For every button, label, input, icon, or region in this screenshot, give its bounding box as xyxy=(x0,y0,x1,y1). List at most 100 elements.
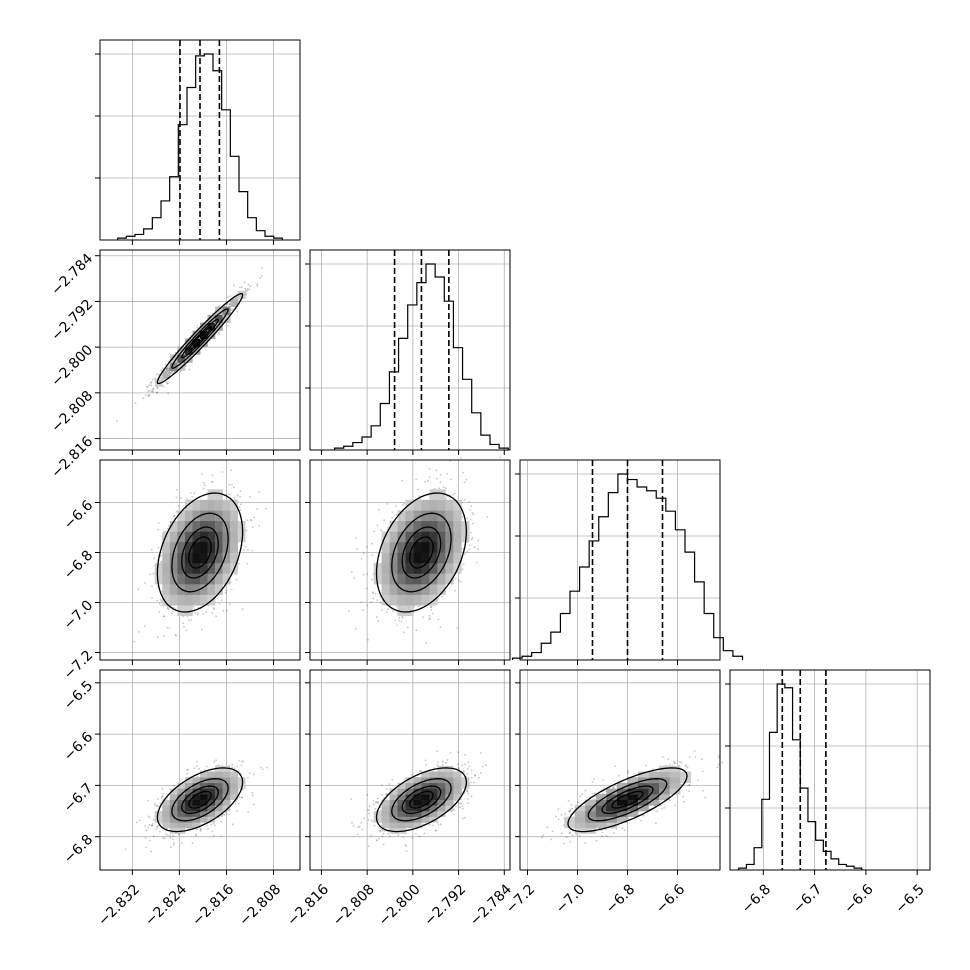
density-cell xyxy=(162,594,171,606)
sample-point xyxy=(468,765,470,768)
sample-point xyxy=(204,611,207,613)
density-cell xyxy=(405,573,414,585)
density-cell xyxy=(177,816,186,823)
sample-point xyxy=(160,604,163,607)
sample-point xyxy=(144,837,147,839)
sample-point xyxy=(156,825,159,828)
sample-point xyxy=(144,582,146,584)
density-cell xyxy=(192,520,201,532)
sample-point xyxy=(353,576,356,579)
contour-line xyxy=(156,767,244,833)
sample-point xyxy=(445,487,447,490)
sample-point xyxy=(218,333,220,336)
sample-point xyxy=(245,293,248,296)
density-cell xyxy=(169,354,178,363)
sample-point xyxy=(152,388,155,391)
sample-point xyxy=(162,795,165,797)
sample-point xyxy=(158,831,161,833)
density-cell xyxy=(413,594,422,606)
sample-point xyxy=(230,469,232,472)
density-cell xyxy=(215,794,223,800)
sample-point xyxy=(247,776,249,779)
sample-point xyxy=(266,766,269,769)
sample-point xyxy=(172,515,175,517)
sample-point xyxy=(429,617,431,620)
sample-point xyxy=(385,792,388,795)
sample-point xyxy=(252,803,255,806)
sample-point xyxy=(172,843,175,846)
density-cell xyxy=(381,584,390,595)
sample-point xyxy=(203,484,206,487)
sample-point xyxy=(165,368,168,371)
sample-point xyxy=(156,391,159,394)
density-cell xyxy=(169,594,178,606)
sample-point xyxy=(425,763,427,766)
sample-point xyxy=(191,496,194,498)
density-cell xyxy=(230,499,238,511)
sample-point xyxy=(467,761,469,764)
sample-point xyxy=(164,368,167,371)
sample-point xyxy=(147,799,149,802)
sample-point xyxy=(174,634,177,636)
sample-point xyxy=(203,482,205,484)
sample-point xyxy=(259,277,261,280)
sample-point xyxy=(157,522,160,524)
density-cell xyxy=(397,605,406,616)
density-cell xyxy=(230,520,238,532)
sample-point xyxy=(230,309,233,312)
sample-point xyxy=(256,284,259,287)
sample-point xyxy=(424,480,426,483)
sample-point xyxy=(211,611,214,614)
density-cell xyxy=(405,531,414,543)
sample-point xyxy=(187,768,190,771)
sample-point xyxy=(147,815,150,818)
histogram-step xyxy=(511,473,744,660)
contour-line xyxy=(188,790,212,809)
sample-point xyxy=(157,824,160,827)
density-cell xyxy=(215,811,223,817)
sample-point xyxy=(152,378,154,381)
density-cell xyxy=(162,799,171,806)
sample-point xyxy=(217,764,220,766)
sample-point xyxy=(246,548,249,551)
density-cell xyxy=(215,306,223,315)
sample-point xyxy=(168,368,171,371)
sample-point xyxy=(248,772,251,774)
sample-point xyxy=(454,577,457,580)
sample-point xyxy=(218,332,221,334)
sample-point xyxy=(162,837,165,840)
density-cell xyxy=(177,510,186,522)
density-cell xyxy=(207,499,216,511)
density-cell xyxy=(177,799,186,806)
sample-point xyxy=(124,848,127,851)
sample-point xyxy=(167,392,170,395)
density-cell xyxy=(215,314,223,323)
density-cell xyxy=(222,499,231,511)
density-cell xyxy=(177,354,186,363)
scatter-panel-1-2 xyxy=(309,456,511,661)
sample-point xyxy=(438,487,440,490)
density-cell xyxy=(207,552,216,564)
sample-point xyxy=(425,641,427,644)
sample-point xyxy=(235,578,238,581)
contour-line xyxy=(181,526,219,579)
sample-point xyxy=(441,595,443,598)
density-cell xyxy=(184,794,193,800)
density-cell xyxy=(437,499,446,511)
density-cell xyxy=(215,782,223,789)
sample-point xyxy=(360,601,363,603)
density-cell xyxy=(154,573,163,585)
sample-point xyxy=(166,367,169,370)
sample-point xyxy=(372,597,375,600)
sample-point xyxy=(398,616,401,619)
density-cell xyxy=(162,542,171,553)
sample-point xyxy=(160,822,163,825)
sample-point xyxy=(378,508,380,511)
sample-point xyxy=(218,603,221,605)
histogram-panel-1 xyxy=(305,249,511,451)
sample-point xyxy=(166,367,169,369)
density-cell xyxy=(437,584,446,595)
sample-point xyxy=(391,511,394,514)
density-cell xyxy=(461,531,470,543)
sample-point xyxy=(251,791,254,794)
